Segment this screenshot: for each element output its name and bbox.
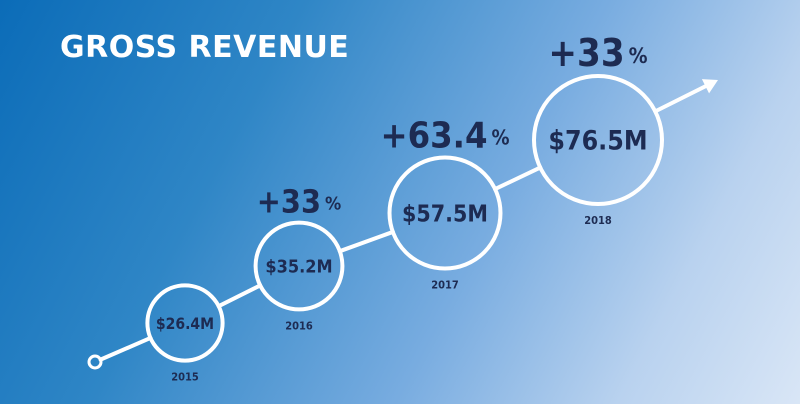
value-label: $76.5M [548, 126, 647, 157]
growth-label: +33% [257, 183, 341, 221]
revenue-bubble [387, 155, 503, 271]
year-label: 2016 [285, 319, 313, 332]
growth-label: +63.4% [380, 116, 509, 157]
trend-line-segment [216, 283, 263, 309]
trend-start-dot [87, 354, 103, 370]
year-label: 2017 [431, 278, 459, 291]
trend-line-segment [653, 84, 708, 114]
trend-arrowhead [701, 79, 718, 94]
growth-unit: % [325, 194, 341, 215]
year-label: 2015 [171, 371, 199, 384]
trend-line-segment [337, 229, 395, 254]
value-label: $26.4M [156, 314, 214, 333]
revenue-bubble [253, 220, 345, 312]
trend-line-segment [98, 335, 153, 362]
revenue-bubble [532, 74, 664, 206]
value-label: $57.5M [402, 201, 488, 227]
chart-title: GROSS REVENUE [60, 30, 350, 65]
year-label: 2018 [584, 214, 612, 227]
growth-unit: % [629, 44, 648, 68]
revenue-bubble [145, 283, 225, 363]
trend-line-segment [493, 165, 543, 192]
value-label: $35.2M [265, 256, 332, 277]
growth-unit: % [492, 126, 510, 150]
growth-label: +33% [548, 31, 647, 75]
